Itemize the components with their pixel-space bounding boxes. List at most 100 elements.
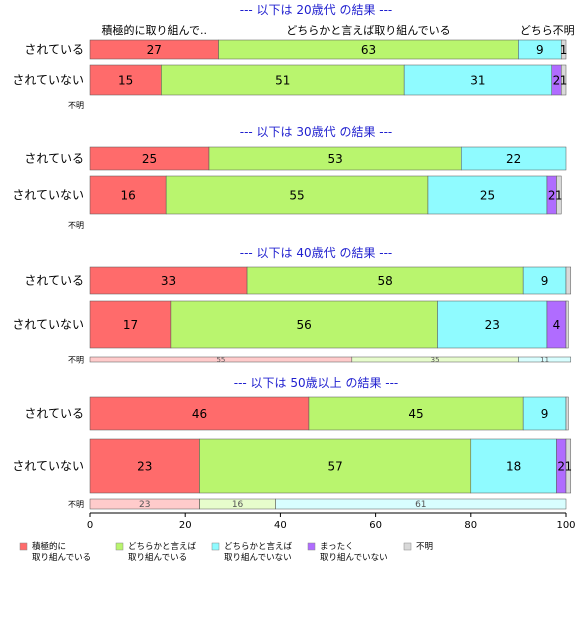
bar-segment [560,64,567,96]
row-label-unknown: 不明 [68,101,84,110]
x-tick-label: 40 [274,520,287,531]
data-label: 2 [548,188,556,202]
data-label: 1 [565,459,573,473]
data-label: 63 [361,43,376,57]
bar-segment [565,300,569,349]
group-title: --- 以下は 30歳代 の結果 --- [240,125,393,139]
data-label: 16 [120,188,135,202]
bar-segment [89,64,162,96]
data-label: 17 [123,318,138,332]
bar-segment [437,300,548,349]
bar-segment [565,438,572,494]
data-label: 35 [431,356,440,364]
data-label: 15 [118,73,133,87]
bar-segment [275,498,567,510]
bar-segment [556,175,562,215]
bar-segment [518,356,572,363]
data-label: 57 [327,459,342,473]
legend-swatch [403,542,412,551]
data-label: 9 [541,274,549,288]
data-label: 18 [506,459,521,473]
row-label: されていない [12,459,84,473]
bar-segment [89,175,167,215]
header-label: どちら.. [520,24,560,37]
group-title: --- 以下は 20歳代 の結果 --- [240,3,393,17]
data-label: 58 [377,274,392,288]
data-label: 45 [408,407,423,421]
data-label: 53 [327,152,342,166]
bar-segment [89,266,248,295]
row-label: されていない [12,318,84,332]
bar-segment [470,438,557,494]
row-label: されている [24,152,84,166]
bar-segment [522,396,567,431]
data-label: 55 [289,188,304,202]
legend-label: まったく [320,542,354,552]
bar-segment [522,266,567,295]
legend-label: どちらかと言えば [224,541,293,552]
data-label: 9 [541,407,549,421]
bar-segment [565,266,572,295]
data-label: 1 [560,43,568,57]
data-label: 27 [147,43,162,57]
data-label: 9 [536,43,544,57]
row-label-unknown: 不明 [68,500,84,509]
data-label: 56 [297,318,312,332]
bar-segment [161,64,405,96]
legend-swatch [211,542,220,551]
data-label: 22 [506,152,521,166]
bar-segment [560,39,567,60]
row-label: されている [24,407,84,421]
x-tick-label: 60 [369,520,382,531]
data-label: 31 [470,73,485,87]
bar-segment [89,438,200,494]
x-tick-label: 0 [87,520,93,531]
data-label: 25 [480,188,495,202]
bar-segment [89,396,310,431]
group-title: --- 以下は 40歳代 の結果 --- [240,246,393,260]
legend-label: 取り組んでいる [128,552,187,563]
data-label: 33 [161,274,176,288]
legend-swatch [115,542,124,551]
data-label: 11 [540,356,549,364]
bar-segment [199,438,472,494]
data-label: 1 [560,73,568,87]
data-label: 23 [137,459,152,473]
data-label: 25 [142,152,157,166]
bar-segment [170,300,438,349]
x-tick-label: 80 [464,520,477,531]
legend-label: 不明 [416,542,433,552]
bar-segment [246,266,524,295]
row-label: されている [24,274,84,288]
group-title: --- 以下は 50歳以上 の結果 --- [234,376,399,390]
bar-segment [461,146,567,171]
x-tick-label: 20 [179,520,192,531]
data-label: 2 [557,459,565,473]
bar-segment [89,300,172,349]
data-label: 1 [555,188,563,202]
row-label: されていない [12,73,84,87]
legend-label: 取り組んでいない [224,552,292,563]
row-label: されていない [12,188,84,202]
data-label: 55 [216,356,225,364]
data-label: 4 [553,318,561,332]
header-label: 不明 [553,24,575,37]
bar-segment [427,175,548,215]
header-label: どちらかと言えば取り組んでいる [286,24,450,37]
legend-swatch [307,542,316,551]
bar-segment [165,175,429,215]
row-label-unknown: 不明 [68,356,84,365]
data-label: 61 [415,500,426,510]
data-label: 2 [553,73,561,87]
legend-label: 取り組んでいない [320,552,388,563]
data-label: 23 [485,318,500,332]
row-label: されている [24,43,84,57]
legend-label: どちらかと言えば [128,541,197,552]
data-label: 23 [139,500,150,510]
data-label: 16 [232,500,244,510]
data-label: 51 [275,73,290,87]
row-label-unknown: 不明 [68,221,84,230]
bar-segment [308,396,524,431]
